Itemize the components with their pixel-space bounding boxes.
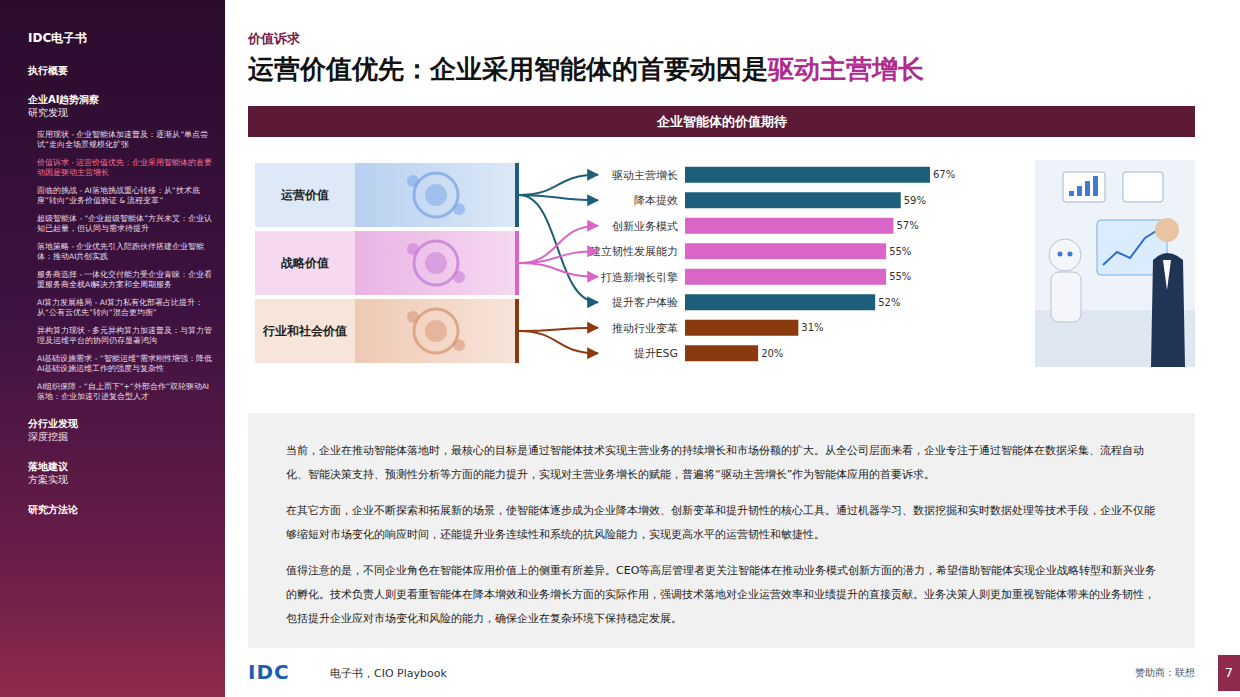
html-text:AI基础设施需求 - “智能运维”需求刚性增强：降低AI基础: AI基础设施需求 - “智能运维”需求刚性增强：降低AI基础设施运维工作的强度与… (37, 354, 212, 373)
svg-text:建立韧性发展能力: 建立韧性发展能力 (589, 245, 678, 258)
html-text:落地策略 - 企业优先引入陪跑伙伴搭建企业智能体：推动AI共: 落地策略 - 企业优先引入陪跑伙伴搭建企业智能体：推动AI共创实践 (37, 242, 205, 261)
html-text:执行概要: 执行概要 (28, 65, 68, 76)
html-text:应用现状 - 企业智能体加速普及：逐渐从“单点尝试”走向全场: 应用现状 - 企业智能体加速普及：逐渐从“单点尝试”走向全场景规模化扩张 (37, 130, 209, 149)
html-text:7: 7 (1224, 665, 1234, 680)
html-text:深度挖掘: 深度挖掘 (28, 431, 68, 442)
html-text:价值诉求 - 运营价值优先：企业采用智能体的首要动因是驱动主: 价值诉求 - 运营价值优先：企业采用智能体的首要动因是驱动主营增长 (37, 158, 213, 177)
html-text:分行业发现: 分行业发现 (28, 418, 78, 429)
svg-text:20%: 20% (761, 348, 783, 359)
svg-text:推动行业变革: 推动行业变革 (612, 322, 678, 335)
html-text:异构算力现状 - 多元异构算力加速普及：与算力管理及运维平台: 异构算力现状 - 多元异构算力加速普及：与算力管理及运维平台的协同仍存显著鸿沟 (37, 326, 213, 345)
svg-text:31%: 31% (801, 322, 823, 333)
html-text:值得注意的是，不同企业角色在智能体应用价值上的侧重有所差异。: 值得注意的是，不同企业角色在智能体应用价值上的侧重有所差异。CEO等高层管理者更… (286, 564, 1157, 625)
svg-text:57%: 57% (896, 220, 918, 231)
svg-text:52%: 52% (878, 297, 900, 308)
svg-text:67%: 67% (933, 169, 955, 180)
html-text:电子书，CIO Playbook: 电子书，CIO Playbook (330, 667, 447, 680)
html-text:IDC电子书: IDC电子书 (28, 31, 88, 45)
html-text:AI算力发展格局 - AI算力私有化部署占比提升：从“公有云: AI算力发展格局 - AI算力私有化部署占比提升：从“公有云优先”转向“混合更均… (37, 298, 204, 317)
svg-text:59%: 59% (904, 195, 926, 206)
html-text:当前，企业在推动智能体落地时，最核心的目标是通过智能体技术实: 当前，企业在推动智能体落地时，最核心的目标是通过智能体技术实现主营业务的持续增长… (286, 444, 1144, 481)
html-text:战略价值: 战略价值 (281, 255, 329, 270)
html-text:运营价值优先：企业采用智能体的首要动因是驱动主营增长: 运营价值优先：企业采用智能体的首要动因是驱动主营增长 (248, 54, 924, 84)
html-text:企业AI趋势洞察: 企业AI趋势洞察 (28, 94, 100, 105)
html-text:研究发现: 研究发现 (28, 107, 68, 118)
svg-text:提升ESG: 提升ESG (634, 347, 678, 360)
html-text:AI组织保障 - “自上而下”+“外部合作”双轮驱动AI落地: AI组织保障 - “自上而下”+“外部合作”双轮驱动AI落地：企业加速引进复合型… (37, 382, 209, 401)
html-text:价值诉求: 价值诉求 (248, 31, 300, 46)
html-text:运营价值: 运营价值 (281, 187, 329, 202)
svg-text:驱动主营增长: 驱动主营增长 (612, 169, 678, 182)
html-text:落地建议: 落地建议 (28, 461, 68, 472)
svg-text:提升客户体验: 提升客户体验 (612, 296, 678, 309)
svg-text:55%: 55% (889, 271, 911, 282)
svg-text:打造新增长引擎: 打造新增长引擎 (600, 271, 678, 284)
html-text:研究方法论: 研究方法论 (28, 504, 78, 515)
html-text:方案实现: 方案实现 (28, 474, 68, 485)
html-text:IDC: IDC (248, 660, 290, 684)
html-text:超级智能体 - “企业超级智能体”方兴未艾：企业认知已起量，: 超级智能体 - “企业超级智能体”方兴未艾：企业认知已起量，但认同与需求待提升 (37, 214, 213, 233)
html-text:在其它方面，企业不断探索和拓展新的场景，使智能体逐步成为企业: 在其它方面，企业不断探索和拓展新的场景，使智能体逐步成为企业降本增效、创新变革和… (286, 504, 1155, 541)
html-text:企业智能体的价值期待: 企业智能体的价值期待 (656, 114, 787, 129)
html-text:行业和社会价值: 行业和社会价值 (263, 323, 347, 338)
html-text:服务商选择 - 一体化交付能力受企业青睐：企业看重服务商全栈: 服务商选择 - 一体化交付能力受企业青睐：企业看重服务商全栈AI解决方案和全周期… (37, 270, 213, 289)
svg-text:降本提效: 降本提效 (634, 194, 678, 207)
html-text:赞助商：联想: 赞助商：联想 (1135, 667, 1195, 678)
html-text:面临的挑战 - AI落地挑战重心转移：从“技术底座”转向“业: 面临的挑战 - AI落地挑战重心转移：从“技术底座”转向“业务价值验证 & 流程… (37, 186, 200, 205)
svg-text:55%: 55% (889, 246, 911, 257)
svg-text:创新业务模式: 创新业务模式 (612, 220, 678, 233)
